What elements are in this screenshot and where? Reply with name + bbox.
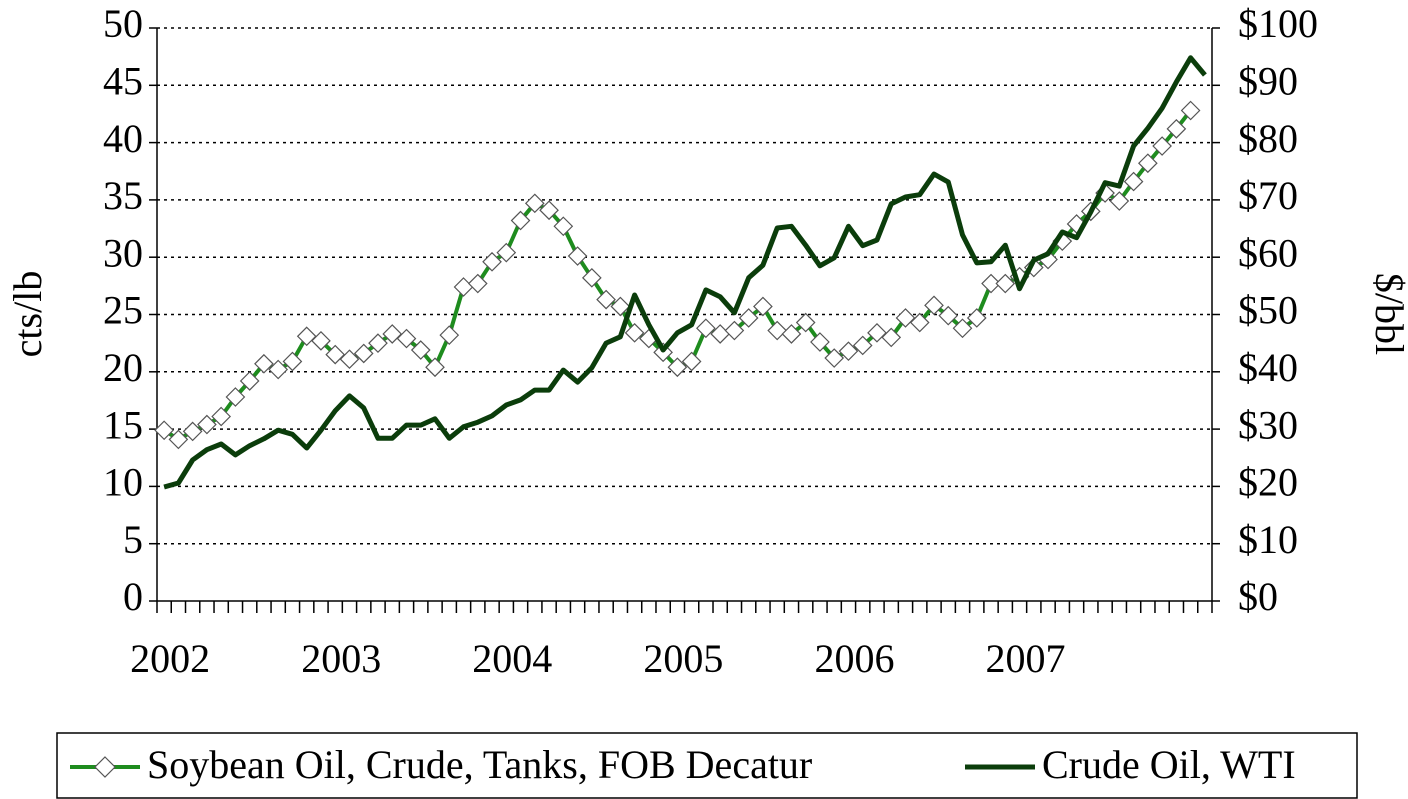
marker xyxy=(909,312,930,333)
marker xyxy=(881,327,902,348)
marker xyxy=(824,348,845,368)
marker xyxy=(1152,136,1172,156)
marker xyxy=(924,295,944,316)
marker xyxy=(510,210,531,231)
y-tick-label: 5 xyxy=(123,517,143,562)
y-tick-label: 10 xyxy=(103,460,143,505)
x-tick-label: 2003 xyxy=(301,636,381,681)
marker xyxy=(197,414,217,435)
y2-tick-label: $30 xyxy=(1238,402,1298,447)
marker xyxy=(1166,118,1187,139)
y-tick-label: 0 xyxy=(123,574,143,619)
marker xyxy=(610,296,631,317)
y-tick-label: 20 xyxy=(103,345,143,390)
marker xyxy=(852,335,873,356)
series-line xyxy=(163,55,1207,490)
legend-box xyxy=(56,732,1358,799)
marker xyxy=(539,200,559,221)
marker xyxy=(624,322,645,343)
marker xyxy=(311,331,331,351)
marker xyxy=(895,308,916,328)
y2-tick-label: $80 xyxy=(1238,116,1298,161)
marker xyxy=(838,341,859,362)
marker xyxy=(810,332,830,352)
x-tick-label: 2007 xyxy=(986,636,1066,681)
marker xyxy=(410,340,431,360)
marker xyxy=(482,251,502,272)
marker xyxy=(339,349,360,370)
y-tick-label: 50 xyxy=(103,1,143,46)
marker xyxy=(1123,171,1144,192)
marker xyxy=(1180,100,1201,121)
y2-tick-label: $40 xyxy=(1238,345,1298,390)
marker xyxy=(254,353,274,374)
marker xyxy=(995,273,1016,294)
y-axis-label: cts/lb xyxy=(5,271,50,358)
marker xyxy=(938,305,959,326)
y2-tick-label: $70 xyxy=(1238,173,1298,218)
marker xyxy=(667,357,688,378)
y2-tick-label: $60 xyxy=(1238,230,1298,275)
marker xyxy=(581,267,602,288)
y2-tick-label: $50 xyxy=(1238,288,1298,333)
marker xyxy=(496,242,517,263)
marker xyxy=(738,308,759,328)
marker xyxy=(368,333,388,353)
marker xyxy=(981,273,1001,294)
marker xyxy=(467,273,488,294)
marker xyxy=(182,421,203,442)
marker xyxy=(681,351,702,372)
marker xyxy=(396,328,417,349)
x-tick-label: 2002 xyxy=(130,636,210,681)
legend-label: Crude Oil, WTI xyxy=(1042,742,1296,787)
legend-marker xyxy=(94,756,116,778)
y-tick-label: 45 xyxy=(103,58,143,103)
marker xyxy=(1109,191,1130,211)
y2-tick-label: $10 xyxy=(1238,517,1298,562)
marker xyxy=(353,343,374,364)
marker xyxy=(795,312,816,333)
marker xyxy=(282,351,303,372)
marker xyxy=(211,406,232,427)
x-tick-label: 2005 xyxy=(643,636,723,681)
y2-tick-label: $0 xyxy=(1238,574,1278,619)
marker xyxy=(239,371,260,391)
marker xyxy=(966,308,987,328)
marker xyxy=(724,320,745,341)
marker xyxy=(1137,153,1158,174)
marker xyxy=(696,318,716,339)
marker xyxy=(154,420,174,441)
marker xyxy=(767,320,788,341)
x-tick-label: 2004 xyxy=(472,636,552,681)
y-tick-label: 25 xyxy=(103,288,143,333)
marker xyxy=(567,246,588,266)
y2-tick-label: $20 xyxy=(1238,460,1298,505)
y-tick-label: 35 xyxy=(103,173,143,218)
marker xyxy=(781,324,802,344)
marker xyxy=(439,325,460,345)
y2-tick-label: $90 xyxy=(1238,58,1298,103)
series-line xyxy=(163,109,1193,442)
marker xyxy=(553,216,574,237)
marker xyxy=(268,359,289,380)
marker xyxy=(1023,257,1044,278)
marker xyxy=(225,387,246,407)
marker xyxy=(524,193,545,214)
marker xyxy=(453,277,474,297)
y-tick-label: 15 xyxy=(103,402,143,447)
marker xyxy=(596,289,616,310)
legend-label: Soybean Oil, Crude, Tanks, FOB Decatur xyxy=(147,742,812,787)
marker xyxy=(296,326,317,347)
marker xyxy=(952,318,973,339)
y-tick-label: 40 xyxy=(103,116,143,161)
x-tick-label: 2006 xyxy=(814,636,894,681)
marker xyxy=(425,357,445,378)
y-tick-label: 30 xyxy=(103,230,143,275)
marker xyxy=(168,429,189,450)
marker xyxy=(753,296,773,317)
y2-tick-label: $100 xyxy=(1238,1,1318,46)
y2-axis-label: $/bbl xyxy=(1367,273,1408,355)
